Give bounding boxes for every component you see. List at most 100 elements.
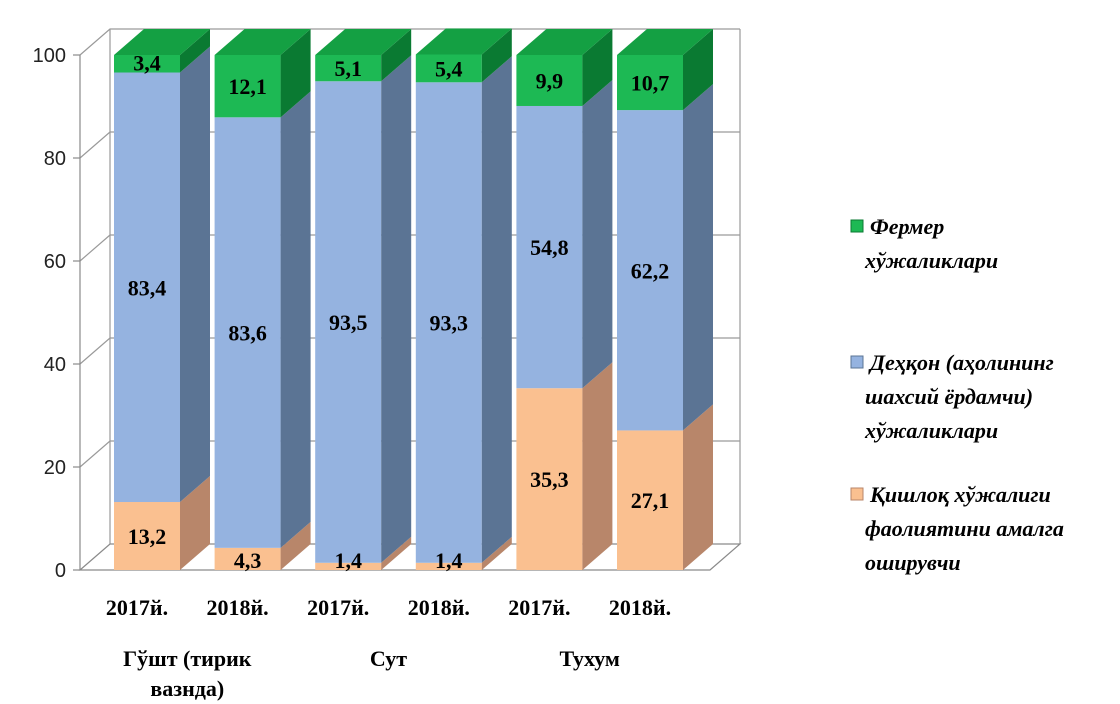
bar-segment: [114, 476, 210, 570]
data-label: 62,2: [631, 258, 670, 283]
bar-side: [381, 55, 412, 563]
bar-top: [617, 29, 713, 55]
chart-grid: [78, 28, 742, 571]
bar-front: [415, 562, 482, 570]
data-label: 83,4: [128, 275, 167, 300]
bar-front: [315, 55, 382, 82]
bar-front: [214, 55, 281, 118]
legend-label: фаолиятини амалга: [865, 516, 1064, 541]
bar-front: [114, 55, 180, 73]
bar-front: [516, 55, 583, 106]
data-label: 3,4: [133, 51, 161, 76]
floor: [78, 543, 742, 571]
legend-label: оширувчи: [865, 550, 961, 575]
bar-front: [617, 110, 683, 431]
y-tick-label: 80: [44, 148, 66, 170]
legend-label: Қишлоқ хўжалиги: [869, 482, 1051, 507]
bars: [114, 28, 713, 570]
legend-label: хўжаликлари: [864, 248, 998, 273]
bar-side: [481, 56, 512, 563]
legend: Фермер хўжаликлари Деҳқон (аҳолининг шахсий…: [850, 214, 1064, 575]
bar-segment: [516, 29, 613, 106]
bar-segment: [617, 29, 713, 111]
bar-side: [481, 536, 512, 570]
bar-side: [481, 28, 512, 83]
legend-item: Деҳқон (аҳолининг шахсий ёрдамчи) хўжаликл…: [850, 350, 1054, 443]
bar-side: [683, 404, 713, 570]
legend-swatch: [850, 219, 864, 233]
data-label: 5,4: [435, 56, 463, 81]
bar-segment: [114, 46, 210, 503]
legend-item: Қишлоқ хўжалиги фаолиятини амалга оширувчи: [850, 482, 1064, 575]
bar-side: [180, 46, 210, 503]
x-tick-label: 2018й.: [408, 595, 470, 620]
legend-label: Фермер: [870, 214, 944, 239]
data-label: 1,4: [334, 548, 362, 573]
legend-item: Фермер хўжаликлари: [850, 214, 998, 273]
bar-segment: [315, 29, 412, 82]
legend-label: Деҳқон (аҳолининг: [868, 350, 1054, 375]
bar-front: [114, 72, 180, 503]
group-label: Сут: [370, 646, 407, 671]
bar-segment: [315, 55, 412, 563]
bar-top: [516, 29, 613, 55]
bar-front: [315, 562, 382, 570]
data-label: 1,4: [435, 548, 463, 573]
legend-swatch: [850, 355, 864, 369]
data-labels: 13,2 83,4 3,4 4,3 83,6 12,1 1,4 93,5 5,1 1,4 93,3 5…: [128, 51, 670, 573]
bar-segment: [617, 84, 713, 431]
bar-segment: [415, 56, 512, 563]
bar-side: [280, 521, 311, 570]
y-axis: 0 20 40 60 80 100: [33, 45, 81, 582]
data-label: 35,3: [530, 467, 569, 492]
y-tick-label: 40: [44, 354, 66, 376]
bar-top: [315, 29, 412, 55]
bar-front: [315, 81, 382, 563]
data-label: 5,1: [334, 56, 362, 81]
data-label: 27,1: [631, 488, 670, 513]
x-tick-label: 2017й.: [106, 595, 168, 620]
bar-segment: [214, 29, 311, 118]
gridline: [79, 28, 740, 56]
x-tick-label: 2018й.: [207, 595, 269, 620]
data-label: 9,9: [536, 68, 564, 93]
bar-side: [582, 79, 613, 389]
bar-front: [516, 105, 583, 389]
bar-side: [582, 29, 613, 106]
bar-segment: [415, 28, 512, 83]
bar-segment: [415, 536, 512, 570]
bar-segment: [617, 404, 713, 570]
bar-side: [180, 29, 210, 73]
bar-top: [114, 29, 210, 55]
bar-segment: [214, 91, 311, 548]
bar-front: [617, 55, 683, 111]
bar-side: [180, 476, 210, 570]
bar-top: [415, 28, 512, 55]
bar-side: [280, 91, 311, 548]
bar-top: [214, 29, 311, 55]
data-label: 54,8: [530, 235, 569, 260]
bar-side: [381, 536, 412, 570]
group-label: Гўшт (тирик: [123, 646, 252, 671]
legend-swatch: [850, 487, 864, 501]
group-label: Тухум: [559, 646, 619, 671]
bar-segment: [315, 536, 412, 570]
y-tick-label: 0: [55, 560, 66, 582]
bar-side: [683, 84, 713, 431]
data-label: 93,5: [329, 310, 368, 335]
bar-segment: [516, 79, 613, 389]
bar-segment: [214, 521, 311, 570]
y-tick-label: 100: [33, 45, 66, 67]
x-tick-label: 2017й.: [307, 595, 369, 620]
bar-front: [114, 502, 180, 570]
data-label: 10,7: [631, 71, 670, 96]
group-label: вазнда): [150, 676, 224, 701]
bar-side: [280, 29, 311, 118]
x-tick-label: 2018й.: [609, 595, 671, 620]
legend-label: хўжаликлари: [864, 418, 998, 443]
data-label: 13,2: [128, 524, 167, 549]
bar-segment: [114, 29, 210, 73]
x-tick-label: 2017й.: [508, 595, 570, 620]
x-axis-categories: 2017й. 2018й. 2017й. 2018й. 2017й. 2018й. Гўшт…: [106, 595, 671, 701]
data-label: 4,3: [234, 548, 262, 573]
